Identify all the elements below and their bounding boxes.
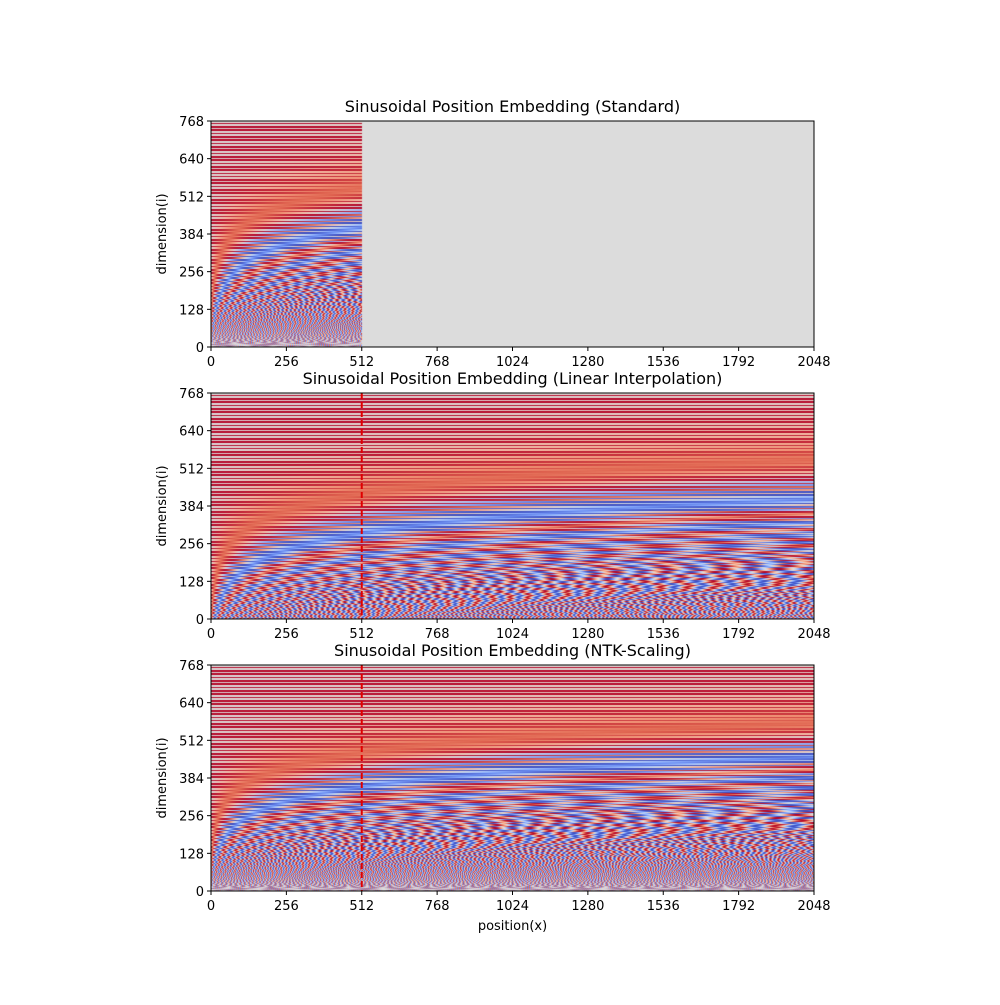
x-tick-label: 0 [207, 355, 215, 370]
x-tick-label: 512 [349, 627, 374, 642]
x-tick-label: 2048 [797, 355, 830, 370]
y-tick-label: 256 [179, 538, 204, 553]
x-tick-label: 1536 [647, 355, 680, 370]
x-tick-label: 768 [425, 355, 450, 370]
x-tick-label: 256 [274, 355, 299, 370]
x-tick-label: 1280 [571, 899, 604, 914]
y-tick-label: 640 [179, 697, 204, 712]
chart-title: Sinusoidal Position Embedding (Linear In… [303, 369, 723, 388]
y-tick-label: 384 [179, 500, 204, 515]
y-tick-label: 0 [196, 613, 204, 628]
x-tick-label: 256 [274, 627, 299, 642]
x-tick-label: 1024 [496, 899, 529, 914]
x-tick-label: 1024 [496, 627, 529, 642]
x-tick-label: 0 [207, 627, 215, 642]
y-tick-label: 640 [179, 153, 204, 168]
x-tick-label: 0 [207, 899, 215, 914]
y-tick-label: 768 [179, 115, 204, 130]
heatmap-image [211, 393, 814, 619]
y-tick-label: 384 [179, 228, 204, 243]
chart-title: Sinusoidal Position Embedding (NTK-Scali… [334, 641, 691, 660]
x-tick-label: 1280 [571, 627, 604, 642]
heatmap-image [211, 121, 814, 347]
x-tick-label: 1792 [722, 355, 755, 370]
x-tick-label: 2048 [797, 899, 830, 914]
y-tick-label: 0 [196, 885, 204, 900]
x-tick-label: 256 [274, 899, 299, 914]
subplot-3: Sinusoidal Position Embedding (NTK-Scali… [155, 641, 831, 934]
y-tick-label: 0 [196, 341, 204, 356]
x-tick-label: 1792 [722, 627, 755, 642]
x-tick-label: 512 [349, 355, 374, 370]
x-tick-label: 768 [425, 627, 450, 642]
y-axis-label: dimension(i) [155, 737, 170, 818]
x-tick-label: 1792 [722, 899, 755, 914]
x-axis-label: position(x) [478, 919, 547, 934]
subplot-2: Sinusoidal Position Embedding (Linear In… [155, 369, 831, 642]
y-tick-label: 128 [179, 575, 204, 590]
y-tick-label: 512 [179, 462, 204, 477]
chart-title: Sinusoidal Position Embedding (Standard) [345, 97, 680, 116]
y-tick-label: 128 [179, 847, 204, 862]
y-tick-label: 256 [179, 266, 204, 281]
x-tick-label: 1024 [496, 355, 529, 370]
y-tick-label: 768 [179, 659, 204, 674]
y-axis-label: dimension(i) [155, 465, 170, 546]
y-tick-label: 640 [179, 425, 204, 440]
subplot-1: Sinusoidal Position Embedding (Standard)… [155, 97, 831, 370]
x-tick-label: 1280 [571, 355, 604, 370]
x-tick-label: 1536 [647, 899, 680, 914]
x-tick-label: 1536 [647, 627, 680, 642]
y-tick-label: 256 [179, 810, 204, 825]
y-tick-label: 128 [179, 303, 204, 318]
x-tick-label: 512 [349, 899, 374, 914]
x-tick-label: 768 [425, 899, 450, 914]
y-tick-label: 384 [179, 772, 204, 787]
x-tick-label: 2048 [797, 627, 830, 642]
y-tick-label: 512 [179, 734, 204, 749]
heatmap-image [211, 665, 814, 891]
y-tick-label: 768 [179, 387, 204, 402]
y-tick-label: 512 [179, 190, 204, 205]
y-axis-label: dimension(i) [155, 193, 170, 274]
